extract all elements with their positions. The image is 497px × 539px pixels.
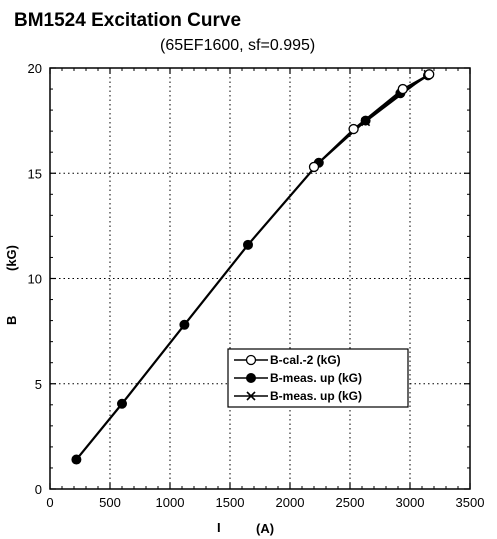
data-point-series-2 [179,319,190,330]
data-point-series-1 [424,69,435,80]
y-axis-symbol: B [4,316,19,325]
y-tick-label: 20 [28,61,42,76]
legend-swatch-marker [246,373,256,383]
data-point-series-2 [243,239,253,250]
x-tick-label: 3500 [456,495,485,510]
x-tick-label: 1000 [156,495,185,510]
x-axis-symbol: I [217,520,221,535]
legend-entry-label: B-cal.-2 (kG) [270,353,341,367]
axis-ticks: 0 500 1000 1500 2000 2500 3000 3500 0 5 10 15 20 [28,61,485,510]
x-tick-label: 2500 [336,495,365,510]
series-line-1 [313,73,430,168]
data-point-series-3 [361,117,371,127]
chart-title: BM1524 Excitation Curve [14,10,241,31]
x-tick-label: 500 [99,495,121,510]
x-tick-label: 2000 [276,495,305,510]
series-line-2 [75,74,429,461]
y-tick-label: 0 [35,482,42,497]
y-tick-label: 5 [35,377,42,392]
data-point-series-2 [117,398,127,409]
series-line-3 [365,73,429,123]
x-tick-label: 1500 [216,495,245,510]
x-axis-unit: (A) [256,521,274,536]
x-tick-label: 3000 [396,495,425,510]
data-point-series-2 [71,454,82,465]
legend-swatch-marker [245,354,257,366]
data-point-series-1 [308,161,320,173]
chart-subtitle: (65EF1600, sf=0.995) [160,37,315,54]
legend: B-cal.-2 (kG) B-meas. up (kG) B-meas. up (… [227,348,409,408]
data-point-series-1 [348,123,359,135]
grid [50,68,470,489]
data-point-series-1 [397,83,408,95]
series-group [71,69,435,465]
y-axis-unit: (kG) [4,245,19,271]
legend-swatch-marker [246,391,256,401]
legend-entry-label: B-meas. up (kG) [270,371,362,385]
y-tick-label: 10 [28,272,42,287]
x-tick-label: 0 [46,495,53,510]
y-tick-label: 15 [28,166,42,181]
legend-entry-label: B-meas. up (kG) [270,389,362,403]
